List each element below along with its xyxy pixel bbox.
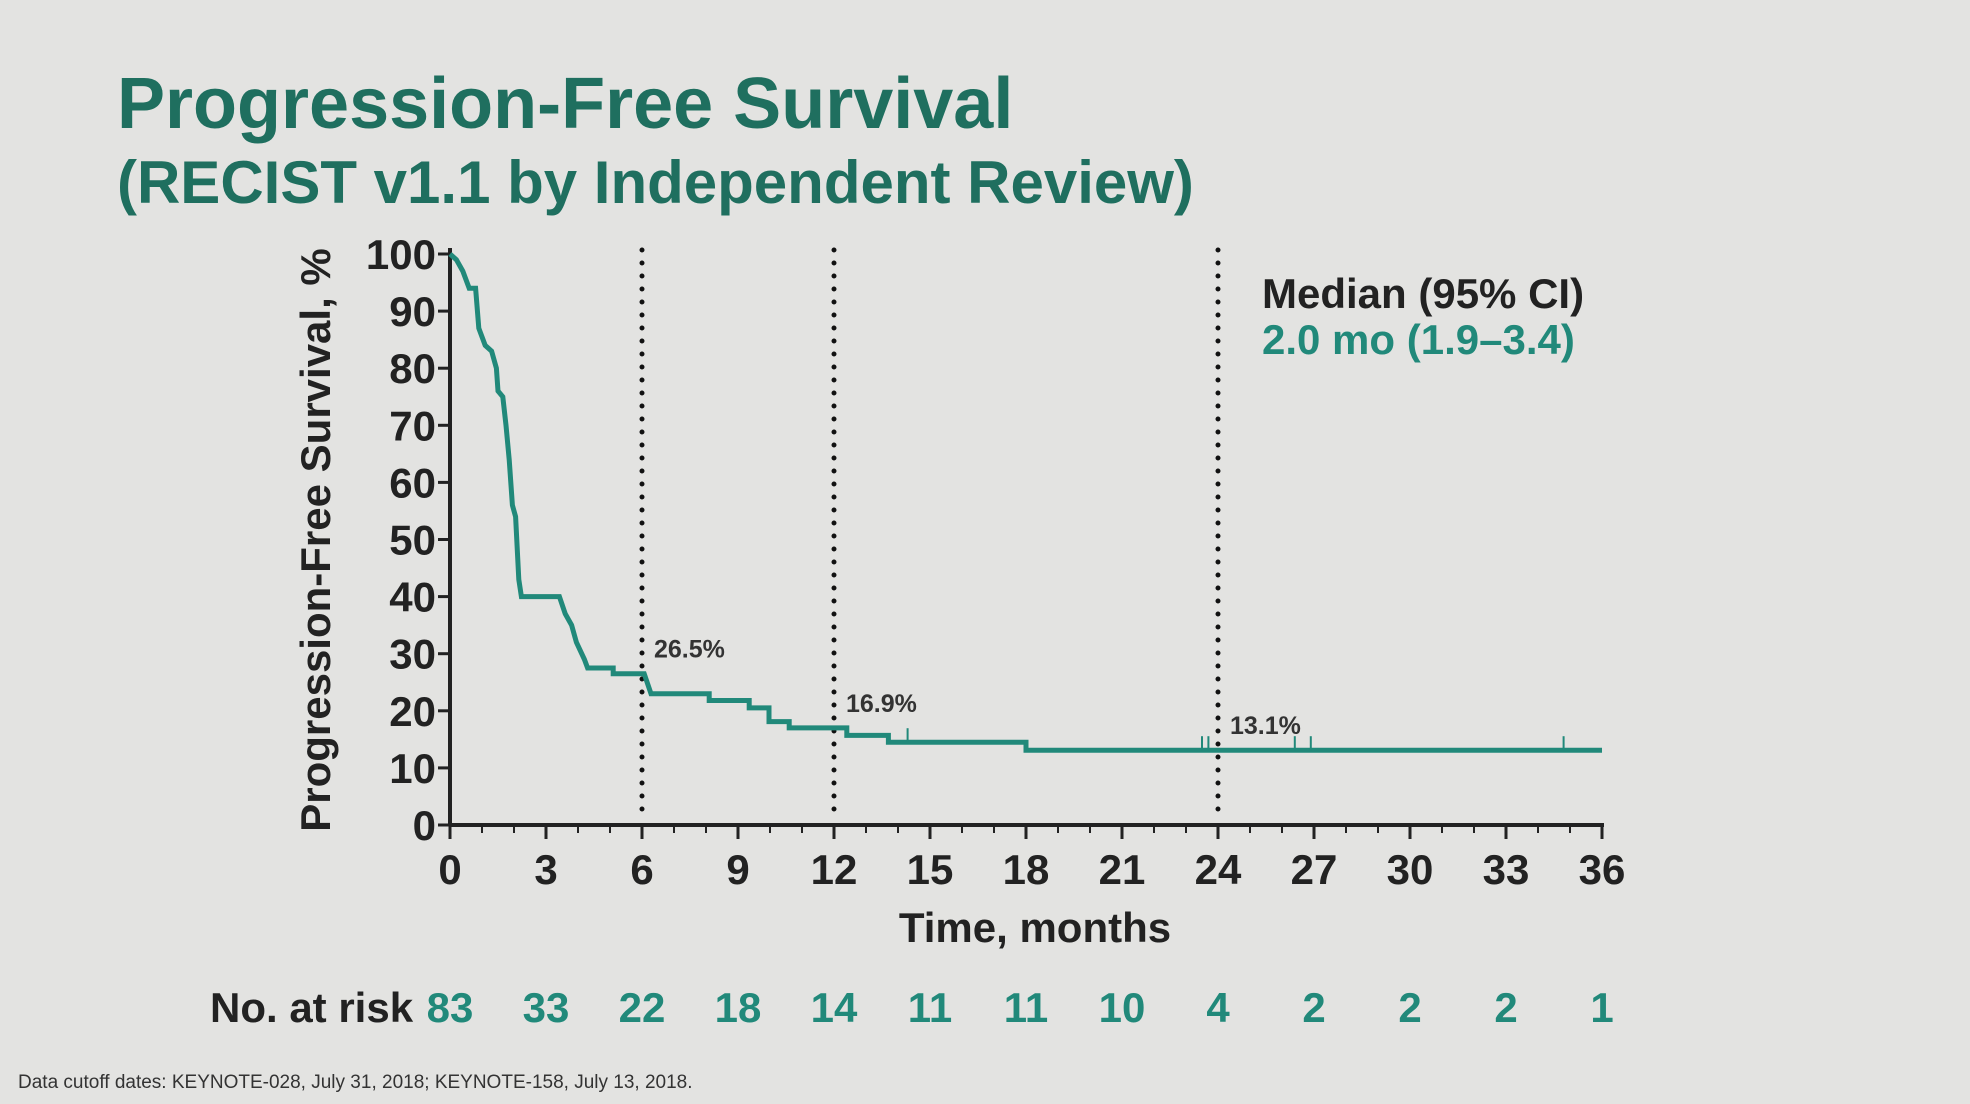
legend-median: 2.0 mo (1.9–3.4) — [1262, 316, 1575, 363]
at-risk-value: 33 — [523, 984, 570, 1031]
x-tick-label: 24 — [1195, 846, 1242, 893]
at-risk-value: 22 — [619, 984, 666, 1031]
at-risk-value: 11 — [1004, 984, 1048, 1031]
y-tick-label: 90 — [389, 288, 436, 335]
x-tick-label: 33 — [1483, 846, 1530, 893]
y-tick-label: 20 — [389, 688, 436, 735]
at-risk-value: 1 — [1590, 984, 1613, 1031]
y-tick-label: 50 — [389, 517, 436, 564]
x-tick-label: 6 — [630, 846, 653, 893]
x-tick-label: 30 — [1387, 846, 1434, 893]
x-axis-label: Time, months — [899, 904, 1171, 951]
x-tick-label: 0 — [438, 846, 461, 893]
at-risk-value: 11 — [908, 984, 952, 1031]
chart-subtitle: (RECIST v1.1 by Independent Review) — [117, 149, 1194, 216]
at-risk-label: No. at risk — [210, 984, 414, 1031]
landmark-label-24mo: 13.1% — [1230, 712, 1301, 740]
footnote: Data cutoff dates: KEYNOTE-028, July 31,… — [18, 1072, 693, 1093]
legend-header: Median (95% CI) — [1262, 270, 1584, 317]
y-tick-label: 40 — [389, 574, 436, 621]
y-tick-label: 70 — [389, 402, 436, 449]
pfs-curve — [448, 252, 1602, 753]
x-tick-label: 12 — [811, 846, 858, 893]
x-tick-label: 18 — [1003, 846, 1050, 893]
at-risk-value: 14 — [811, 984, 858, 1031]
at-risk-value: 83 — [427, 984, 474, 1031]
landmark-label-6mo: 26.5% — [654, 636, 725, 664]
at-risk-value: 2 — [1398, 984, 1421, 1031]
x-tick-label: 9 — [726, 846, 749, 893]
at-risk-value: 10 — [1099, 984, 1146, 1031]
x-tick-label: 3 — [534, 846, 557, 893]
y-tick-label: 0 — [413, 802, 436, 849]
at-risk-value: 2 — [1302, 984, 1325, 1031]
chart-title: Progression-Free Survival — [117, 64, 1013, 144]
y-tick-label: 30 — [389, 631, 436, 678]
x-tick-label: 15 — [907, 846, 954, 893]
at-risk-value: 4 — [1206, 984, 1230, 1031]
x-tick-label: 36 — [1579, 846, 1626, 893]
landmark-label-12mo: 16.9% — [846, 690, 917, 718]
at-risk-value: 18 — [715, 984, 762, 1031]
at-risk-value: 2 — [1494, 984, 1517, 1031]
y-tick-label: 80 — [389, 345, 436, 392]
y-tick-label: 100 — [366, 231, 436, 278]
y-tick-label: 60 — [389, 459, 436, 506]
x-tick-label: 21 — [1099, 846, 1146, 893]
y-tick-label: 10 — [389, 745, 436, 792]
y-axis-label: Progression-Free Survival, % — [292, 248, 339, 832]
x-tick-label: 27 — [1291, 846, 1338, 893]
